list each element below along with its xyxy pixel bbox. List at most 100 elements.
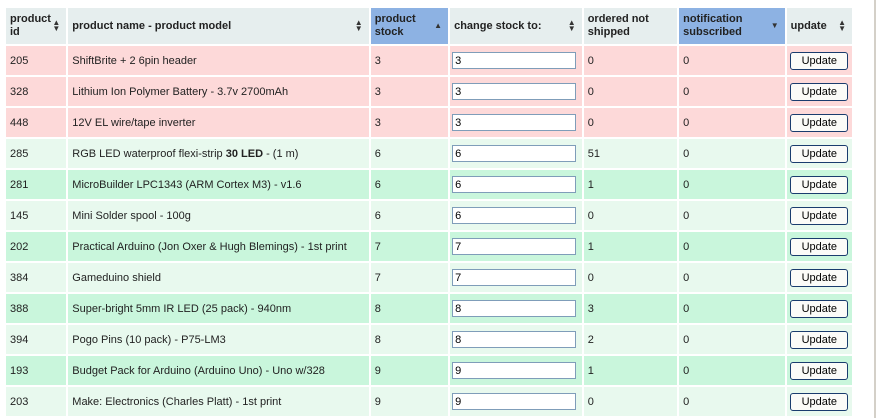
ordered-not-shipped-cell: 51	[583, 139, 678, 168]
product-name-text: Practical Arduino (Jon Oxer & Hugh Blemi…	[72, 240, 347, 253]
product-id-cell: 203	[6, 387, 67, 416]
change-stock-cell	[450, 46, 582, 75]
column-header-product-stock[interactable]: product stock	[370, 8, 449, 44]
table-row: 394 Pogo Pins (10 pack) - P75-LM3 8 2 0 …	[6, 325, 852, 354]
product-name-cell: Super-bright 5mm IR LED (25 pack) - 940n…	[68, 294, 369, 323]
notification-subscribed-cell: 0	[679, 77, 785, 106]
column-header-change-stock[interactable]: change stock to:	[450, 8, 582, 44]
update-button[interactable]: Update	[790, 206, 849, 225]
product-name-cell: Make: Electronics (Charles Platt) - 1st …	[68, 387, 369, 416]
update-cell: Update	[786, 263, 852, 292]
ordered-not-shipped-cell: 1	[583, 170, 678, 199]
change-stock-input[interactable]	[452, 114, 577, 131]
product-stock-cell: 8	[370, 294, 449, 323]
update-button[interactable]: Update	[790, 361, 849, 380]
change-stock-cell	[450, 108, 582, 137]
product-id-cell: 394	[6, 325, 67, 354]
product-id-cell: 145	[6, 201, 67, 230]
table-body: 205 ShiftBrite + 2 6pin header 3 0 0 Upd…	[6, 46, 852, 416]
change-stock-input[interactable]	[452, 362, 577, 379]
notification-subscribed-cell: 0	[679, 325, 785, 354]
table-row: 145 Mini Solder spool - 100g 6 0 0 Updat…	[6, 201, 852, 230]
update-button[interactable]: Update	[790, 113, 849, 132]
notification-subscribed-cell: 0	[679, 356, 785, 385]
update-cell: Update	[786, 356, 852, 385]
ordered-not-shipped-cell: 1	[583, 356, 678, 385]
change-stock-input[interactable]	[452, 207, 577, 224]
update-button[interactable]: Update	[790, 237, 849, 256]
column-header-product-name[interactable]: product name - product model	[68, 8, 369, 44]
update-button[interactable]: Update	[790, 175, 849, 194]
sort-both-icon	[568, 20, 576, 32]
product-name-text: Pogo Pins (10 pack) - P75-LM3	[72, 333, 226, 346]
product-id-cell: 285	[6, 139, 67, 168]
table-row: 281 MicroBuilder LPC1343 (ARM Cortex M3)…	[6, 170, 852, 199]
product-stock-cell: 3	[370, 108, 449, 137]
change-stock-cell	[450, 387, 582, 416]
window-scrollbar-edge[interactable]	[874, 0, 876, 418]
ordered-not-shipped-cell: 0	[583, 201, 678, 230]
table-row: 448 12V EL wire/tape inverter 3 0 0 Upda…	[6, 108, 852, 137]
column-header-notification-subscribed[interactable]: notification subscribed	[679, 8, 785, 44]
product-name-cell: Pogo Pins (10 pack) - P75-LM3	[68, 325, 369, 354]
table-row: 193 Budget Pack for Arduino (Arduino Uno…	[6, 356, 852, 385]
product-name-tail-text: - (1 m)	[263, 147, 299, 160]
update-cell: Update	[786, 108, 852, 137]
change-stock-input[interactable]	[452, 300, 577, 317]
product-name-cell: Lithium Ion Polymer Battery - 3.7v 2700m…	[68, 77, 369, 106]
update-button[interactable]: Update	[790, 299, 849, 318]
product-name-cell: Practical Arduino (Jon Oxer & Hugh Blemi…	[68, 232, 369, 261]
ordered-not-shipped-cell: 0	[583, 387, 678, 416]
product-stock-cell: 6	[370, 139, 449, 168]
product-id-cell: 448	[6, 108, 67, 137]
change-stock-input[interactable]	[452, 393, 577, 410]
update-button[interactable]: Update	[790, 330, 849, 349]
change-stock-input[interactable]	[452, 176, 577, 193]
product-stock-cell: 3	[370, 77, 449, 106]
change-stock-input[interactable]	[452, 83, 577, 100]
product-id-cell: 205	[6, 46, 67, 75]
update-button[interactable]: Update	[790, 392, 849, 411]
product-stock-cell: 9	[370, 356, 449, 385]
table-header-row: product id product name - product model …	[6, 8, 852, 44]
product-name-text: Mini Solder spool - 100g	[72, 209, 191, 222]
change-stock-input[interactable]	[452, 52, 577, 69]
product-stock-table: product id product name - product model …	[4, 6, 854, 418]
update-button[interactable]: Update	[790, 51, 849, 70]
product-name-text: 12V EL wire/tape inverter	[72, 116, 196, 129]
change-stock-cell	[450, 77, 582, 106]
change-stock-input[interactable]	[452, 331, 577, 348]
product-stock-cell: 8	[370, 325, 449, 354]
change-stock-input[interactable]	[452, 269, 577, 286]
table-row: 388 Super-bright 5mm IR LED (25 pack) - …	[6, 294, 852, 323]
column-header-label: change stock to:	[454, 19, 542, 32]
product-name-cell: ShiftBrite + 2 6pin header	[68, 46, 369, 75]
column-header-product-id[interactable]: product id	[6, 8, 67, 44]
update-cell: Update	[786, 294, 852, 323]
column-header-update[interactable]: update	[786, 8, 852, 44]
table-row: 328 Lithium Ion Polymer Battery - 3.7v 2…	[6, 77, 852, 106]
update-button[interactable]: Update	[790, 268, 849, 287]
product-name-text: MicroBuilder LPC1343 (ARM Cortex M3) - v…	[72, 178, 302, 191]
table-row: 202 Practical Arduino (Jon Oxer & Hugh B…	[6, 232, 852, 261]
update-cell: Update	[786, 387, 852, 416]
change-stock-input[interactable]	[452, 145, 577, 162]
product-stock-cell: 6	[370, 170, 449, 199]
column-header-ordered-not-shipped[interactable]: ordered not shipped	[583, 8, 678, 44]
product-stock-cell: 3	[370, 46, 449, 75]
change-stock-cell	[450, 201, 582, 230]
change-stock-cell	[450, 139, 582, 168]
notification-subscribed-cell: 0	[679, 201, 785, 230]
notification-subscribed-cell: 0	[679, 263, 785, 292]
notification-subscribed-cell: 0	[679, 170, 785, 199]
update-button[interactable]: Update	[790, 144, 849, 163]
change-stock-input[interactable]	[452, 238, 577, 255]
update-cell: Update	[786, 139, 852, 168]
product-id-cell: 202	[6, 232, 67, 261]
notification-subscribed-cell: 0	[679, 232, 785, 261]
ordered-not-shipped-cell: 2	[583, 325, 678, 354]
product-id-cell: 281	[6, 170, 67, 199]
column-header-label: product stock	[374, 13, 416, 38]
update-button[interactable]: Update	[790, 82, 849, 101]
update-cell: Update	[786, 170, 852, 199]
